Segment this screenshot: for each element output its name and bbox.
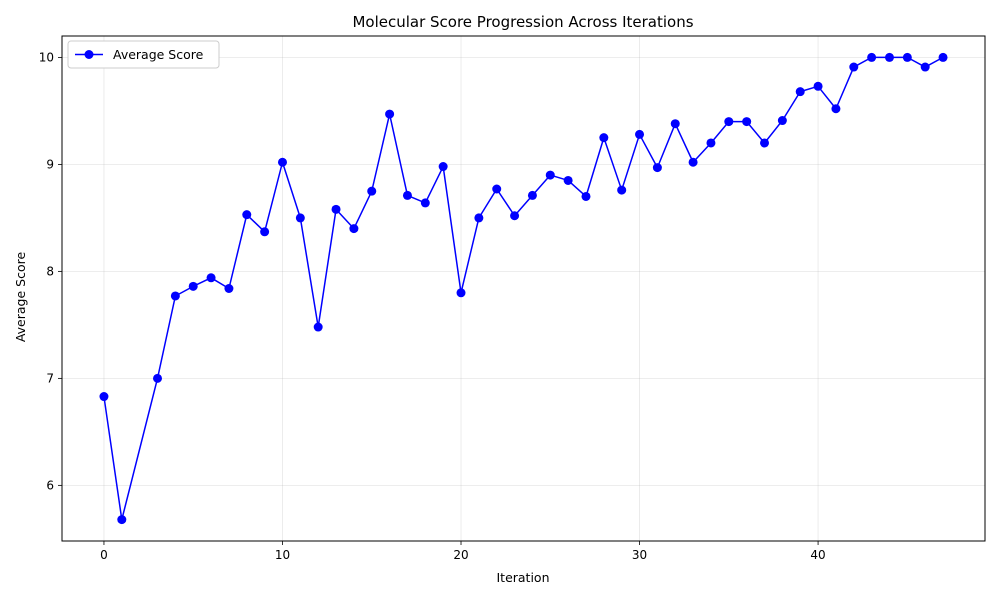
- series-average-score: [99, 52, 948, 525]
- data-point: [277, 157, 287, 167]
- data-point: [884, 52, 894, 62]
- legend-label-average-score: Average Score: [113, 47, 204, 62]
- data-point: [742, 117, 752, 127]
- data-point: [117, 515, 127, 525]
- y-axis-label: Average Score: [13, 252, 28, 343]
- data-point: [527, 190, 537, 200]
- chart-title: Molecular Score Progression Across Itera…: [352, 13, 693, 31]
- x-axis-label: Iteration: [496, 570, 549, 585]
- y-tick-label: 7: [46, 371, 54, 385]
- x-axis: 0 10 20 30 40: [100, 541, 826, 562]
- data-point: [349, 224, 359, 234]
- legend-frame: [67, 40, 220, 69]
- legend: Average Score: [67, 40, 220, 69]
- data-point: [760, 138, 770, 148]
- data-point: [795, 87, 805, 97]
- data-point: [867, 52, 877, 62]
- y-tick-label: 8: [46, 264, 54, 278]
- y-axis: 6 7 8 9 10: [39, 50, 62, 492]
- data-point: [188, 281, 198, 291]
- y-tick-label: 10: [39, 50, 54, 64]
- data-point: [902, 52, 912, 62]
- data-point: [831, 104, 841, 114]
- x-tick-label: 40: [810, 548, 825, 562]
- data-point: [153, 373, 163, 383]
- data-point: [206, 273, 216, 283]
- data-point: [920, 62, 930, 72]
- data-point: [510, 211, 520, 221]
- y-tick-label: 9: [46, 157, 54, 171]
- x-tick-label: 0: [100, 548, 108, 562]
- data-point: [313, 322, 323, 332]
- data-point: [438, 162, 448, 172]
- data-point: [456, 288, 466, 298]
- data-point: [420, 198, 430, 208]
- data-point: [688, 157, 698, 167]
- data-point: [385, 109, 395, 119]
- data-point: [563, 175, 573, 185]
- data-point: [545, 170, 555, 180]
- data-point: [849, 62, 859, 72]
- x-tick-label: 20: [453, 548, 468, 562]
- plot-frame: [61, 35, 986, 542]
- data-point: [813, 81, 823, 91]
- data-point: [492, 184, 502, 194]
- x-tick-label: 10: [275, 548, 290, 562]
- data-point: [635, 129, 645, 139]
- legend-marker-swatch: [84, 50, 94, 59]
- data-point: [777, 116, 787, 126]
- data-point: [170, 291, 180, 301]
- x-tick-label: 30: [632, 548, 647, 562]
- data-point: [260, 227, 270, 237]
- data-point: [706, 138, 716, 148]
- data-point: [295, 213, 305, 223]
- data-point: [242, 210, 252, 220]
- data-point: [402, 190, 412, 200]
- data-point: [724, 117, 734, 127]
- data-point: [367, 186, 377, 196]
- data-point: [599, 133, 609, 143]
- data-point: [652, 163, 662, 173]
- data-point: [224, 284, 234, 293]
- y-tick-label: 6: [46, 478, 54, 492]
- data-point: [331, 204, 341, 214]
- data-point: [670, 119, 680, 129]
- data-point: [99, 392, 109, 402]
- data-point: [581, 191, 591, 201]
- data-point: [617, 185, 627, 195]
- data-point: [474, 213, 484, 223]
- grid: [62, 36, 985, 541]
- data-point: [938, 52, 948, 62]
